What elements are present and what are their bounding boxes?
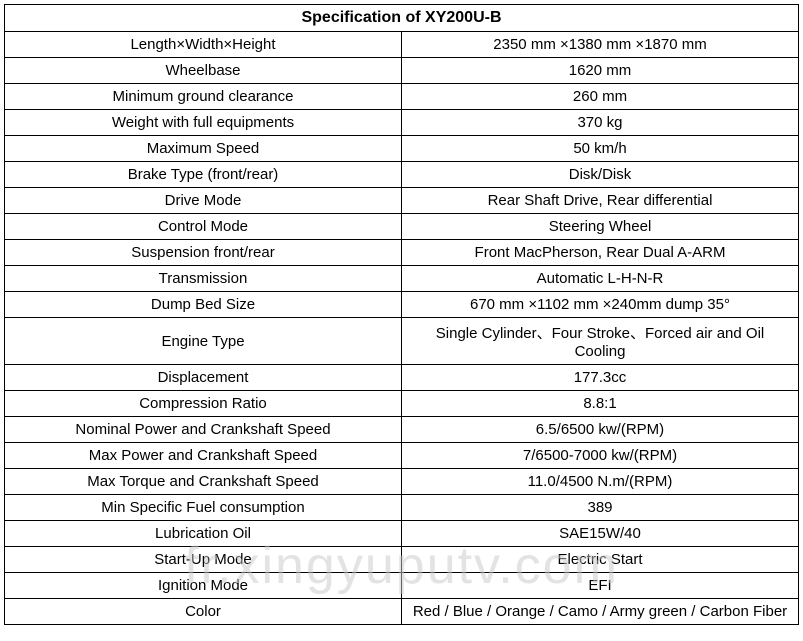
spec-value: Disk/Disk [402, 162, 799, 188]
spec-value: SAE15W/40 [402, 521, 799, 547]
table-row: ColorRed / Blue / Orange / Camo / Army g… [5, 599, 799, 625]
spec-value: 6.5/6500 kw/(RPM) [402, 417, 799, 443]
spec-value: Front MacPherson, Rear Dual A-ARM [402, 240, 799, 266]
spec-value: 8.8:1 [402, 391, 799, 417]
spec-label: Wheelbase [5, 58, 402, 84]
spec-label: Dump Bed Size [5, 292, 402, 318]
spec-label: Min Specific Fuel consumption [5, 495, 402, 521]
table-row: Drive ModeRear Shaft Drive, Rear differe… [5, 188, 799, 214]
spec-label: Start-Up Mode [5, 547, 402, 573]
spec-value: EFI [402, 573, 799, 599]
table-body: Length×Width×Height2350 mm ×1380 mm ×187… [5, 32, 799, 625]
table-row: Wheelbase1620 mm [5, 58, 799, 84]
table-row: Weight with full equipments370 kg [5, 110, 799, 136]
spec-label: Minimum ground clearance [5, 84, 402, 110]
table-row: Ignition ModeEFI [5, 573, 799, 599]
table-row: Min Specific Fuel consumption389 [5, 495, 799, 521]
spec-label: Lubrication Oil [5, 521, 402, 547]
spec-label: Max Power and Crankshaft Speed [5, 443, 402, 469]
spec-label: Compression Ratio [5, 391, 402, 417]
table-row: Engine TypeSingle Cylinder、Four Stroke、F… [5, 318, 799, 365]
spec-value: 11.0/4500 N.m/(RPM) [402, 469, 799, 495]
table-row: Displacement177.3cc [5, 365, 799, 391]
spec-label: Nominal Power and Crankshaft Speed [5, 417, 402, 443]
spec-label: Color [5, 599, 402, 625]
spec-value: 260 mm [402, 84, 799, 110]
table-row: Dump Bed Size670 mm ×1102 mm ×240mm dump… [5, 292, 799, 318]
table-title: Specification of XY200U-B [5, 5, 799, 32]
table-row: Nominal Power and Crankshaft Speed6.5/65… [5, 417, 799, 443]
spec-label: Transmission [5, 266, 402, 292]
spec-value: 389 [402, 495, 799, 521]
spec-label: Max Torque and Crankshaft Speed [5, 469, 402, 495]
table-row: Control ModeSteering Wheel [5, 214, 799, 240]
spec-label: Length×Width×Height [5, 32, 402, 58]
spec-value: Single Cylinder、Four Stroke、Forced air a… [402, 318, 799, 365]
spec-value: 177.3cc [402, 365, 799, 391]
spec-value: 7/6500-7000 kw/(RPM) [402, 443, 799, 469]
spec-label: Brake Type (front/rear) [5, 162, 402, 188]
table-row: Maximum Speed50 km/h [5, 136, 799, 162]
table-row: Minimum ground clearance260 mm [5, 84, 799, 110]
spec-value: Steering Wheel [402, 214, 799, 240]
table-header-row: Specification of XY200U-B [5, 5, 799, 32]
spec-label: Weight with full equipments [5, 110, 402, 136]
spec-label: Engine Type [5, 318, 402, 365]
spec-label: Maximum Speed [5, 136, 402, 162]
table-row: Suspension front/rearFront MacPherson, R… [5, 240, 799, 266]
table-row: Max Torque and Crankshaft Speed11.0/4500… [5, 469, 799, 495]
spec-value: Rear Shaft Drive, Rear differential [402, 188, 799, 214]
table-row: Length×Width×Height2350 mm ×1380 mm ×187… [5, 32, 799, 58]
table-row: Compression Ratio8.8:1 [5, 391, 799, 417]
spec-label: Drive Mode [5, 188, 402, 214]
spec-label: Displacement [5, 365, 402, 391]
table-row: Lubrication OilSAE15W/40 [5, 521, 799, 547]
spec-value: Automatic L-H-N-R [402, 266, 799, 292]
spec-value: Electric Start [402, 547, 799, 573]
spec-value: 50 km/h [402, 136, 799, 162]
table-row: Start-Up ModeElectric Start [5, 547, 799, 573]
spec-value: 2350 mm ×1380 mm ×1870 mm [402, 32, 799, 58]
spec-value: 670 mm ×1102 mm ×240mm dump 35° [402, 292, 799, 318]
spec-label: Suspension front/rear [5, 240, 402, 266]
table-row: Max Power and Crankshaft Speed7/6500-700… [5, 443, 799, 469]
spec-value: Red / Blue / Orange / Camo / Army green … [402, 599, 799, 625]
spec-table: Specification of XY200U-B Length×Width×H… [4, 4, 799, 625]
table-row: Brake Type (front/rear)Disk/Disk [5, 162, 799, 188]
spec-value: 370 kg [402, 110, 799, 136]
spec-value: 1620 mm [402, 58, 799, 84]
table-row: TransmissionAutomatic L-H-N-R [5, 266, 799, 292]
spec-label: Control Mode [5, 214, 402, 240]
spec-label: Ignition Mode [5, 573, 402, 599]
